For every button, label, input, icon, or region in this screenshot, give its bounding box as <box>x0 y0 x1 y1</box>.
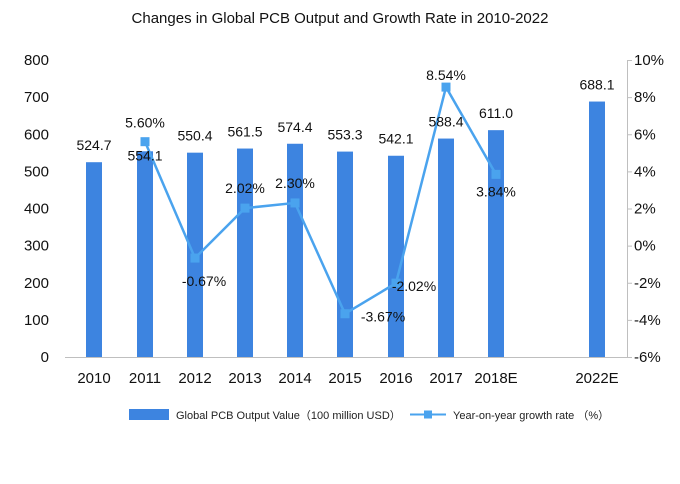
growth-value-label: -2.02% <box>392 278 436 294</box>
legend-line-label: Year-on-year growth rate （%） <box>453 409 609 422</box>
bar-value-label: 542.1 <box>378 131 413 147</box>
bars-group <box>86 101 605 357</box>
y-right-tick-label: -2% <box>634 275 661 292</box>
y-right-tick-label: 4% <box>634 163 656 180</box>
growth-value-label: 8.54% <box>426 67 466 83</box>
y-left-tick-label: 300 <box>24 238 49 255</box>
bar-2018E <box>488 130 504 357</box>
bar-2011 <box>137 151 153 357</box>
growth-point-2013 <box>240 203 250 213</box>
bar-2014 <box>287 143 303 357</box>
x-tick-label: 2015 <box>328 370 361 387</box>
growth-rate-line <box>143 83 498 316</box>
y-right-tick-label: 0% <box>634 238 656 255</box>
growth-point-2015 <box>340 309 350 319</box>
bar-2022E <box>589 101 605 357</box>
bar-value-label: 588.4 <box>428 114 463 130</box>
x-tick-label: 2018E <box>474 370 517 387</box>
x-tick-label: 2013 <box>228 370 261 387</box>
legend-bar-label: Global PCB Output Value（100 million USD） <box>176 409 401 422</box>
y-right-tick-label: 2% <box>634 201 656 218</box>
y-right-tick-label: 8% <box>634 89 656 106</box>
x-tick-label: 2016 <box>379 370 412 387</box>
y-right-tick-label: -4% <box>634 312 661 329</box>
x-tick-label: 2017 <box>429 370 462 387</box>
bar-2013 <box>237 148 253 357</box>
y-left-tick-label: 500 <box>24 163 49 180</box>
y-left-tick-label: 700 <box>24 89 49 106</box>
growth-value-label: 2.30% <box>275 175 315 191</box>
growth-value-label: -3.67% <box>361 309 405 325</box>
x-tick-label: 2011 <box>129 370 161 387</box>
y-left-tick-label: 400 <box>24 201 49 218</box>
legend: Global PCB Output Value（100 million USD）… <box>129 409 609 422</box>
x-tick-label: 2022E <box>575 370 618 387</box>
y-left-tick-label: 200 <box>24 275 49 292</box>
growth-point-2017 <box>441 82 451 92</box>
y-right-tick-label: -6% <box>634 349 661 366</box>
growth-value-label: 2.02% <box>225 180 265 196</box>
y-left-tick-label: 100 <box>24 312 49 329</box>
bar-2015 <box>337 151 353 357</box>
legend-bar-swatch <box>129 409 169 420</box>
growth-point-2014 <box>290 198 300 208</box>
bar-value-label: 561.5 <box>227 124 262 140</box>
x-tick-label: 2014 <box>278 370 311 387</box>
bar-2016 <box>388 155 404 357</box>
growth-value-label: -0.67% <box>182 273 226 289</box>
growth-value-label: 3.84% <box>476 183 516 199</box>
bar-2017 <box>438 138 454 357</box>
bar-value-label: 524.7 <box>76 137 111 153</box>
bar-value-label: 550.4 <box>177 128 212 144</box>
bar-value-label: 554.1 <box>127 147 162 163</box>
x-tick-label: 2010 <box>77 370 110 387</box>
y-right-tick-label: 6% <box>634 126 656 143</box>
y-right-tick-label: 10% <box>634 52 664 69</box>
growth-point-2011 <box>140 137 150 147</box>
bar-value-label: 574.4 <box>277 119 312 135</box>
growth-value-label: 5.60% <box>125 115 165 131</box>
bar-value-label: 611.0 <box>479 105 513 121</box>
bar-value-label: 553.3 <box>327 127 362 143</box>
legend-line-marker <box>424 410 432 419</box>
y-left-tick-label: 600 <box>24 126 49 143</box>
line-group <box>140 82 501 319</box>
growth-point-2016 <box>391 278 401 288</box>
y-left-tick-label: 0 <box>41 349 49 366</box>
growth-point-2012 <box>190 253 200 263</box>
chart-title: Changes in Global PCB Output and Growth … <box>132 10 549 27</box>
growth-point-2018E <box>491 169 501 179</box>
labels-group: 524.7 554.1 550.4 561.5 574.4 553.3 542.1 588.4… <box>76 67 614 325</box>
y-left-tick-label: 800 <box>24 52 49 69</box>
bar-2010 <box>86 162 102 357</box>
bar-value-label: 688.1 <box>579 77 614 93</box>
x-tick-label: 2012 <box>178 370 211 387</box>
axes-group: 0 100 200 300 400 500 600 700 800 -6% -4% -2% 0% 2% 4%… <box>24 52 664 387</box>
